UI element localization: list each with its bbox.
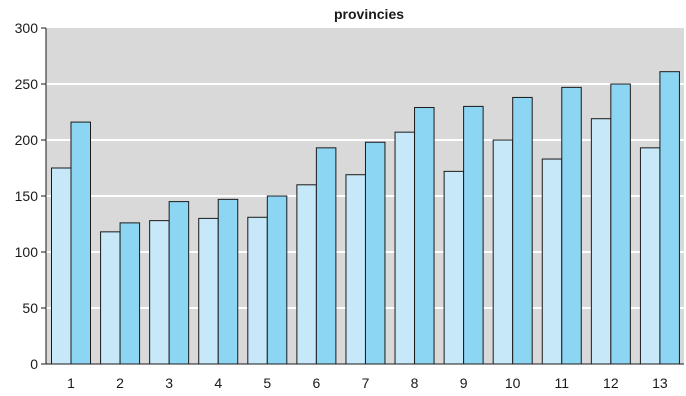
bar-series-2 [463,105,484,365]
bars [51,71,680,365]
x-axis-ticks: 1 2 3 4 5 6 7 8 9 10 11 12 13 [67,375,668,391]
chart-title: provincies [334,6,404,22]
y-tick-label: 150 [15,188,39,204]
y-tick-label: 300 [15,20,39,36]
x-tick-label: 3 [165,375,173,391]
x-tick-label: 9 [460,375,468,391]
x-tick-label: 6 [312,375,320,391]
bar-series-1 [296,184,317,365]
bar-series-2 [364,141,386,365]
bar-series-1 [541,158,563,365]
x-tick-label: 8 [411,375,419,391]
bar-series-2 [512,96,533,365]
x-tick-label: 12 [603,375,619,391]
bar-series-2 [315,147,337,365]
bar-series-1 [443,170,465,365]
x-tick-label: 5 [263,375,271,391]
bar-series-2 [610,83,631,365]
bar-series-1 [198,217,219,365]
x-tick-label: 4 [214,375,222,391]
y-tick-label: 50 [22,300,38,316]
bar-series-1 [345,174,366,365]
bar-series-1 [149,220,170,365]
x-tick-label: 1 [67,375,75,391]
bar-series-1 [639,147,661,365]
bar-series-1 [51,167,72,365]
x-tick-label: 10 [505,375,521,391]
y-tick-label: 0 [30,356,38,372]
bar-series-2 [217,198,239,365]
x-tick-label: 11 [554,375,569,391]
x-tick-label: 13 [652,375,668,391]
bar-series-1 [247,216,268,365]
y-tick-label: 250 [15,76,39,92]
y-tick-label: 200 [15,132,39,148]
x-tick-label: 2 [116,375,124,391]
bar-series-1 [394,131,416,365]
x-tick-label: 7 [362,375,370,391]
bar-series-2 [561,86,582,365]
y-tick-label: 100 [15,244,39,260]
bar-series-1 [590,118,612,365]
bar-series-2 [414,107,435,365]
bar-series-2 [70,121,91,365]
bar-series-1 [100,231,121,365]
y-axis-ticks: 0 50 100 150 200 250 300 [15,20,46,372]
bar-series-2 [168,201,190,365]
bar-series-2 [119,222,141,365]
bar-series-2 [659,71,680,365]
bar-series-1 [492,139,514,365]
bar-series-2 [266,195,288,365]
